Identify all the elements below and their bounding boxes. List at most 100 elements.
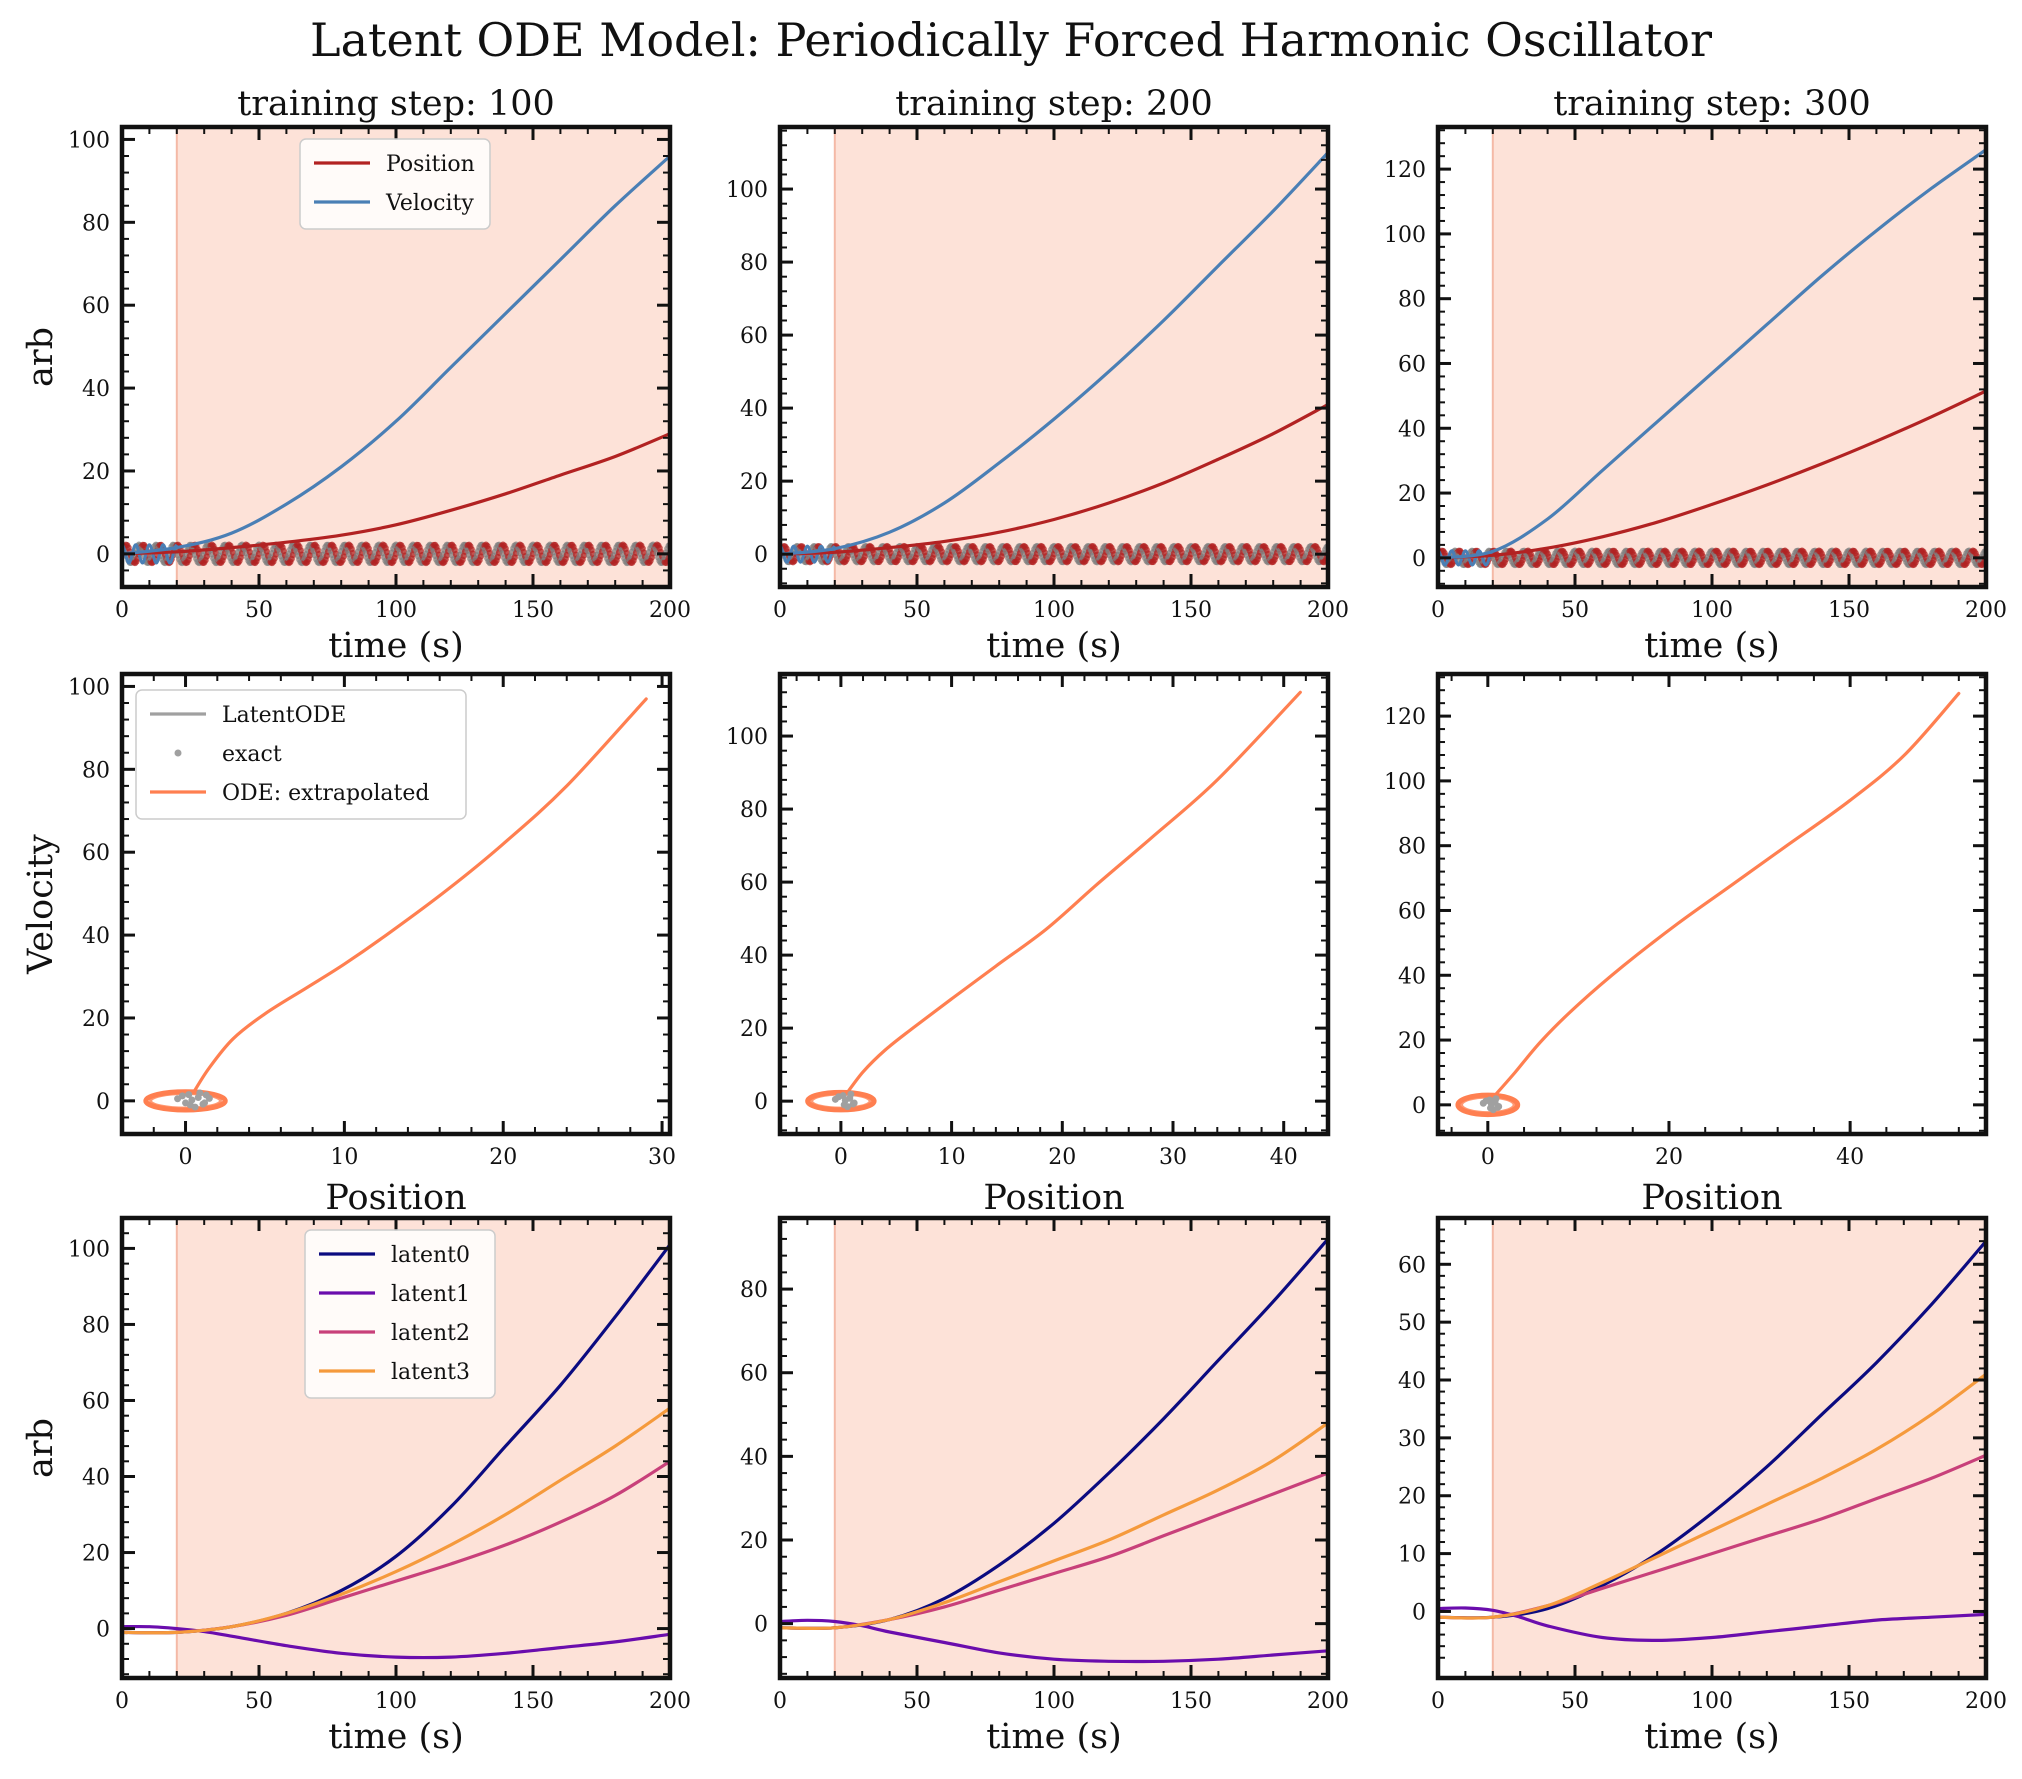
velocity-early-oscillation (122, 543, 179, 565)
exact-point (202, 1091, 210, 1099)
y-tick-label: 60 (82, 841, 110, 866)
exact-point (1492, 1095, 1500, 1103)
y-tick-label: 40 (1398, 964, 1426, 989)
x-tick-label: 100 (1033, 1689, 1075, 1714)
y-tick-label: 80 (82, 211, 110, 236)
legend-label: exact (222, 742, 282, 767)
exact-point (849, 1100, 857, 1108)
ticks (1436, 1218, 1988, 1678)
panel-title: training step: 300 (1553, 84, 1871, 124)
y-tick-label: 0 (754, 1090, 768, 1115)
series-latent3 (780, 1421, 1328, 1631)
ode-extrapolated-loop (805, 1089, 877, 1113)
x-tick-label: 0 (1431, 1689, 1445, 1714)
axes-frame (777, 671, 1331, 1137)
y-tick-label: 80 (740, 798, 768, 823)
exact-point (178, 1092, 186, 1100)
exact-point (196, 1089, 204, 1097)
series-position (122, 432, 670, 556)
panel-title: training step: 200 (895, 84, 1213, 124)
y-tick-label: 30 (1398, 1427, 1426, 1452)
x-axis-label: time (s) (986, 626, 1122, 666)
legend-label: LatentODE (222, 703, 346, 728)
y-tick-label: 0 (754, 543, 768, 568)
y-tick-label: 40 (740, 944, 768, 969)
exact-point (199, 1100, 207, 1108)
series-velocity (1438, 148, 1986, 560)
extrapolation-region (1492, 127, 1986, 587)
series-latent1 (780, 1618, 1328, 1664)
legend-label: latent1 (391, 1282, 470, 1307)
x-tick-label: 200 (1307, 598, 1349, 623)
plot-area (1438, 1218, 1986, 1678)
x-tick-label: 30 (648, 1145, 676, 1170)
ticks (778, 127, 1330, 587)
extrapolation-region (834, 1218, 1328, 1678)
y-tick-label: 60 (740, 1362, 768, 1387)
exact-points (1479, 1095, 1503, 1114)
exact-point (844, 1103, 852, 1111)
legend-marker-exact (174, 749, 182, 757)
series-position (780, 402, 1328, 556)
exact-point (841, 1096, 849, 1104)
y-tick-label: 0 (96, 543, 110, 568)
x-axis-label: time (s) (328, 1717, 464, 1757)
exact-points (831, 1090, 858, 1111)
y-tick-label: 20 (740, 1017, 768, 1042)
x-tick-label: 50 (903, 598, 931, 623)
x-tick-label: 0 (773, 598, 787, 623)
series-latent3 (1438, 1372, 1986, 1620)
y-tick-label: 10 (1398, 1543, 1426, 1568)
x-tick-label: 20 (1655, 1145, 1683, 1170)
y-tick-label: 20 (1398, 1485, 1426, 1510)
plot-area (780, 127, 1328, 587)
y-tick-label: 60 (1398, 352, 1426, 377)
y-tick-label: 80 (740, 251, 768, 276)
x-axis-label: time (s) (328, 626, 464, 666)
x-tick-label: 50 (1561, 598, 1589, 623)
y-tick-label: 0 (96, 1618, 110, 1643)
y-tick-label: 60 (82, 1389, 110, 1414)
ticks (778, 1218, 1330, 1678)
panel-row3-col2: 0 50 100 150 200 0 20 40 60 80 time (s) (740, 1215, 1349, 1757)
panel-row3-col1: 0 50 100 150 200 0 20 40 60 80 100 time (s) arb laten… (21, 1215, 691, 1757)
y-tick-label: 80 (1398, 288, 1426, 313)
plot-area (805, 690, 1302, 1113)
x-axis-label: time (s) (986, 1717, 1122, 1757)
x-tick-label: 200 (649, 1689, 691, 1714)
y-tick-label: 120 (1384, 705, 1426, 730)
legend-label: latent2 (391, 1321, 470, 1346)
y-tick-label: 40 (82, 924, 110, 949)
x-tick-label: 100 (1691, 1689, 1733, 1714)
x-tick-label: 0 (179, 1145, 193, 1170)
x-tick-label: 150 (1170, 1689, 1212, 1714)
y-tick-label: 60 (1398, 1253, 1426, 1278)
legend: LatentODE exact ODE: extrapolated (135, 689, 467, 820)
x-tick-label: 50 (903, 1689, 931, 1714)
panel-row1-col2: 0 50 100 150 200 0 20 40 60 80 100 training step: 2… (726, 84, 1349, 666)
x-tick-label: 150 (1828, 1689, 1870, 1714)
x-tick-label: 0 (115, 598, 129, 623)
exact-point (835, 1093, 843, 1101)
ticks (1438, 674, 1986, 1134)
y-tick-label: 100 (1384, 223, 1426, 248)
x-axis-label: Position (1641, 1178, 1782, 1218)
x-tick-label: 100 (1033, 598, 1075, 623)
exact-point (185, 1091, 193, 1099)
y-tick-label: 60 (82, 294, 110, 319)
legend-label: latent3 (391, 1360, 470, 1385)
panel-row2-col3: 0 20 40 0 20 40 60 80 100 120 Position (1384, 671, 1989, 1218)
y-tick-label: 0 (1412, 547, 1426, 572)
panel-title: training step: 100 (237, 84, 555, 124)
y-tick-label: 50 (1398, 1311, 1426, 1336)
x-tick-label: 40 (1836, 1145, 1864, 1170)
ticks (780, 674, 1328, 1134)
y-tick-label: 20 (82, 1542, 110, 1567)
panel-row2-col1: 0 10 20 30 0 20 40 60 80 100 Position Velocity Laten… (21, 671, 676, 1218)
exact-point (1487, 1100, 1495, 1108)
y-tick-label: 20 (1398, 1029, 1426, 1054)
y-tick-label: 100 (1384, 770, 1426, 795)
y-tick-label: 20 (82, 460, 110, 485)
legend-label: ODE: extrapolated (222, 781, 429, 806)
